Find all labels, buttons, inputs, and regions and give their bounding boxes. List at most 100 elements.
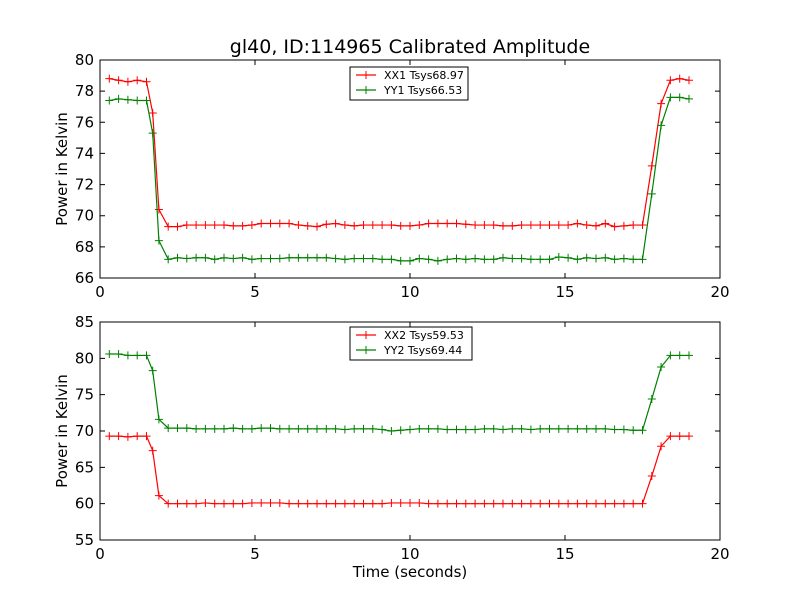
chart-title: gl40, ID:114965 Calibrated Amplitude (230, 36, 590, 58)
data-point (406, 221, 414, 230)
data-point (148, 446, 157, 455)
data-point (601, 253, 610, 262)
data-point (517, 499, 526, 508)
data-point (133, 351, 142, 360)
data-point (275, 219, 284, 228)
legend-entry: YY1 Tsys66.53 (383, 84, 462, 97)
data-point (387, 255, 396, 264)
data-point (378, 221, 387, 230)
data-point (443, 219, 452, 228)
data-point (545, 424, 554, 433)
data-point (508, 221, 517, 230)
legend-entry: YY2 Tsys69.44 (383, 344, 462, 357)
data-point (471, 221, 480, 230)
data-point (638, 221, 647, 230)
data-point (545, 221, 554, 230)
data-point (592, 499, 600, 508)
data-point (164, 222, 173, 231)
data-point (154, 205, 163, 214)
data-point (685, 94, 693, 103)
data-point (396, 498, 405, 507)
data-point (340, 255, 349, 264)
data-point (582, 424, 591, 433)
data-point (592, 424, 600, 433)
data-point (303, 499, 312, 508)
data-point (675, 74, 684, 83)
data-point (443, 255, 452, 264)
data-point (220, 499, 228, 508)
data-point (471, 254, 480, 263)
data-point (619, 221, 628, 230)
data-point (133, 96, 142, 105)
data-point (601, 499, 610, 508)
data-point (526, 221, 535, 230)
data-point (508, 254, 517, 263)
data-point (340, 499, 349, 508)
data-point (443, 425, 452, 434)
data-point (424, 424, 433, 433)
data-point (424, 255, 433, 264)
data-point (480, 221, 489, 230)
data-point (350, 424, 359, 433)
data-point (387, 427, 396, 435)
data-point (526, 255, 535, 264)
data-point (647, 395, 656, 404)
data-point (610, 255, 619, 264)
y-tick-label: 74 (75, 144, 94, 162)
data-point (657, 442, 666, 451)
data-point (142, 351, 151, 360)
x-tick-label: 5 (250, 545, 260, 563)
data-point (173, 499, 182, 508)
series-line (109, 96, 690, 262)
legend: XX2 Tsys59.53 YY2 Tsys69.44 (349, 326, 473, 361)
charts: 0 5 10 15 20 66 68 70 72 74 76 78 80 gl40, ID:114965 … (53, 36, 730, 581)
data-point (229, 254, 238, 263)
data-point (294, 499, 303, 508)
data-point (657, 363, 666, 372)
x-tick-label: 15 (555, 545, 574, 563)
data-point (480, 499, 489, 508)
data-point (247, 498, 256, 507)
data-point (619, 425, 628, 434)
data-point (647, 189, 656, 198)
x-tick-label: 20 (710, 545, 729, 563)
series-1 (105, 432, 693, 508)
data-point (536, 255, 545, 264)
data-point (266, 498, 275, 507)
data-point (182, 424, 191, 433)
x-tick-label: 10 (400, 283, 419, 301)
data-point (148, 129, 157, 138)
data-point (368, 221, 377, 230)
data-point (685, 76, 693, 85)
data-point (192, 499, 201, 508)
data-point (105, 349, 114, 358)
data-point (114, 432, 123, 441)
data-point (461, 425, 470, 434)
data-point (331, 254, 340, 263)
x-tick-label: 0 (95, 283, 105, 301)
data-point (443, 499, 452, 508)
data-point (229, 499, 238, 508)
data-point (685, 432, 693, 441)
y-tick-label: 80 (75, 349, 94, 367)
data-point (105, 74, 114, 83)
data-point (368, 424, 377, 433)
data-point (350, 221, 359, 230)
data-point (406, 425, 414, 434)
data-point (192, 424, 201, 433)
data-point (350, 499, 359, 508)
data-point (294, 424, 303, 433)
data-point (238, 424, 247, 433)
data-point (675, 351, 684, 360)
data-point (573, 219, 582, 228)
data-point (685, 351, 693, 360)
data-point (433, 256, 442, 265)
data-point (619, 254, 628, 263)
data-point (610, 425, 619, 434)
data-point (220, 424, 228, 433)
data-point (164, 255, 173, 264)
series-line (109, 78, 690, 228)
data-point (666, 93, 675, 102)
data-point (666, 432, 675, 441)
chart-2: 0 5 10 15 20 55 60 65 70 75 80 85 Power in Kelvin Tim… (53, 313, 730, 581)
